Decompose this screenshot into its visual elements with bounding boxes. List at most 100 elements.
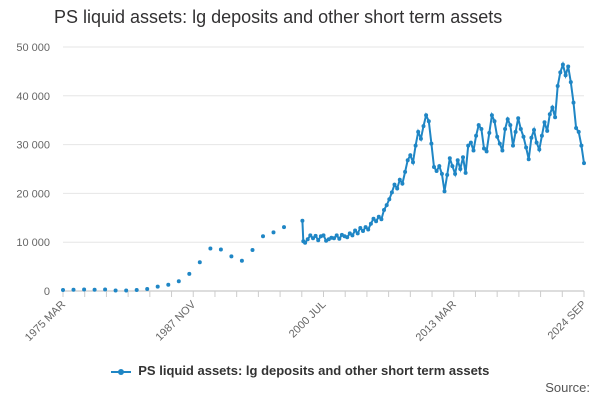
data-point[interactable] bbox=[511, 143, 515, 148]
data-point[interactable] bbox=[355, 231, 360, 236]
data-point[interactable] bbox=[71, 287, 76, 292]
data-point[interactable] bbox=[361, 229, 365, 233]
data-point[interactable] bbox=[176, 279, 181, 284]
data-point[interactable] bbox=[492, 119, 497, 124]
data-point[interactable] bbox=[539, 133, 544, 138]
data-point[interactable] bbox=[534, 140, 539, 145]
data-point[interactable] bbox=[476, 123, 481, 128]
data-point[interactable] bbox=[450, 164, 455, 169]
data-point[interactable] bbox=[429, 141, 434, 146]
data-point[interactable] bbox=[466, 143, 471, 148]
data-point[interactable] bbox=[61, 288, 65, 292]
data-point[interactable] bbox=[500, 148, 505, 153]
data-point[interactable] bbox=[345, 235, 350, 240]
data-point[interactable] bbox=[413, 143, 418, 148]
data-point[interactable] bbox=[405, 158, 410, 163]
data-point[interactable] bbox=[526, 157, 531, 162]
data-point[interactable] bbox=[545, 128, 550, 133]
data-point[interactable] bbox=[366, 227, 371, 232]
data-point[interactable] bbox=[513, 129, 518, 134]
data-point[interactable] bbox=[576, 129, 581, 134]
data-point[interactable] bbox=[374, 219, 379, 224]
data-point[interactable] bbox=[505, 117, 510, 122]
data-point[interactable] bbox=[463, 170, 468, 175]
data-point[interactable] bbox=[208, 246, 213, 251]
data-point[interactable] bbox=[92, 287, 97, 292]
data-point[interactable] bbox=[563, 73, 568, 78]
data-point[interactable] bbox=[489, 113, 494, 118]
data-point[interactable] bbox=[371, 216, 376, 221]
data-point[interactable] bbox=[424, 113, 429, 118]
data-point[interactable] bbox=[134, 288, 139, 292]
data-point[interactable] bbox=[300, 218, 305, 223]
data-point[interactable] bbox=[124, 288, 129, 293]
data-point[interactable] bbox=[155, 284, 160, 289]
data-point[interactable] bbox=[250, 248, 255, 252]
data-point[interactable] bbox=[368, 221, 373, 226]
data-point[interactable] bbox=[321, 233, 326, 238]
data-point[interactable] bbox=[532, 128, 536, 132]
data-point[interactable] bbox=[521, 134, 526, 139]
data-point[interactable] bbox=[547, 112, 552, 117]
data-point[interactable] bbox=[395, 186, 400, 191]
data-point[interactable] bbox=[529, 135, 534, 140]
data-point[interactable] bbox=[389, 190, 394, 195]
data-point[interactable] bbox=[437, 164, 442, 169]
data-point[interactable] bbox=[497, 141, 502, 146]
data-point[interactable] bbox=[555, 84, 560, 88]
data-point[interactable] bbox=[574, 126, 579, 130]
data-point[interactable] bbox=[421, 124, 426, 129]
data-point[interactable] bbox=[455, 158, 460, 163]
data-point[interactable] bbox=[461, 155, 465, 160]
data-point[interactable] bbox=[482, 146, 486, 151]
data-point[interactable] bbox=[376, 214, 381, 219]
data-point[interactable] bbox=[542, 120, 547, 125]
data-point[interactable] bbox=[442, 189, 447, 194]
data-point[interactable] bbox=[363, 225, 368, 230]
data-point[interactable] bbox=[271, 230, 276, 235]
data-point[interactable] bbox=[379, 217, 384, 222]
data-point[interactable] bbox=[537, 147, 542, 152]
data-point[interactable] bbox=[353, 228, 358, 233]
data-point[interactable] bbox=[397, 177, 402, 182]
data-point[interactable] bbox=[474, 133, 479, 138]
data-point[interactable] bbox=[503, 127, 508, 131]
data-point[interactable] bbox=[453, 171, 458, 176]
data-point[interactable] bbox=[400, 181, 405, 186]
data-point[interactable] bbox=[337, 236, 342, 241]
data-point[interactable] bbox=[166, 282, 171, 287]
data-point[interactable] bbox=[392, 182, 397, 187]
data-point[interactable] bbox=[426, 119, 431, 124]
data-point[interactable] bbox=[518, 127, 523, 131]
data-point[interactable] bbox=[358, 226, 363, 230]
data-point[interactable] bbox=[558, 70, 563, 75]
data-point[interactable] bbox=[239, 258, 244, 263]
legend[interactable]: PS liquid assets: lg deposits and other … bbox=[0, 363, 600, 378]
data-point[interactable] bbox=[316, 238, 321, 243]
data-point[interactable] bbox=[303, 240, 308, 245]
data-point[interactable] bbox=[411, 160, 415, 165]
data-point[interactable] bbox=[416, 129, 421, 134]
data-point[interactable] bbox=[387, 197, 392, 202]
data-point[interactable] bbox=[582, 161, 586, 166]
data-point[interactable] bbox=[516, 116, 521, 121]
data-point[interactable] bbox=[311, 236, 315, 241]
data-point[interactable] bbox=[553, 115, 558, 120]
data-point[interactable] bbox=[332, 236, 336, 241]
data-point[interactable] bbox=[334, 233, 339, 238]
data-point[interactable] bbox=[145, 287, 150, 291]
data-point[interactable] bbox=[566, 64, 571, 69]
data-point[interactable] bbox=[408, 153, 413, 158]
data-point[interactable] bbox=[218, 247, 223, 252]
data-point[interactable] bbox=[560, 62, 565, 67]
data-point[interactable] bbox=[484, 149, 489, 154]
data-point[interactable] bbox=[524, 145, 529, 150]
data-point[interactable] bbox=[187, 271, 192, 276]
data-point[interactable] bbox=[282, 225, 286, 230]
data-point[interactable] bbox=[447, 156, 452, 161]
data-point[interactable] bbox=[579, 143, 584, 148]
data-point[interactable] bbox=[439, 171, 444, 176]
data-point[interactable] bbox=[382, 208, 386, 212]
data-point[interactable] bbox=[568, 80, 573, 85]
data-point[interactable] bbox=[103, 287, 108, 292]
